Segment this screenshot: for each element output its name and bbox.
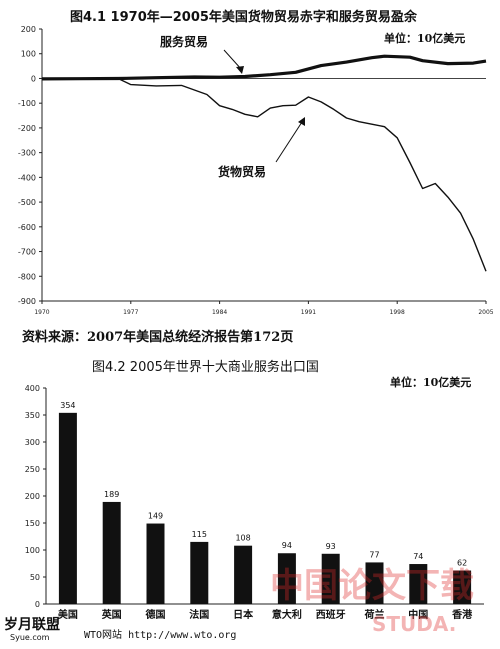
bar-data-label: 108 <box>235 534 250 543</box>
arrowhead-goods <box>298 117 305 126</box>
arrowhead-services <box>236 66 244 74</box>
series-line-goods <box>41 77 487 272</box>
y-tick-label: -700 <box>18 248 36 257</box>
series-line-services <box>41 54 487 81</box>
bar-5 <box>234 545 253 604</box>
bar-data-label: 74 <box>413 552 423 561</box>
chart1-source: 资料来源：2007年美国总统经济报告第172页 <box>22 330 294 345</box>
category-label: 西班牙 <box>316 608 346 621</box>
bar-data-label: 115 <box>192 530 207 539</box>
y-tick-label: 250 <box>25 465 40 474</box>
category-label: 美国 <box>58 608 78 621</box>
y-tick-label: -400 <box>18 173 36 182</box>
x-tick-label: 1984 <box>212 309 227 316</box>
y-tick-label: 50 <box>30 573 40 582</box>
y-tick-label: 100 <box>21 50 36 59</box>
x-tick-label: 1991 <box>301 309 316 316</box>
bar-9 <box>409 564 428 604</box>
watermark-site: STUDA. <box>372 612 457 636</box>
chart1-title: 图4.1 1970年—2005年美国货物贸易赤字和服务贸易盈余 <box>70 10 417 25</box>
bar-data-label: 354 <box>60 401 75 410</box>
bar-1 <box>58 412 77 604</box>
chart2-title: 图4.2 2005年世界十大商业服务出口国 <box>92 360 319 375</box>
watermark-cn-text: 中国论文下载 <box>270 566 474 606</box>
category-label: 荷兰 <box>364 608 385 621</box>
bar-10 <box>453 570 472 604</box>
bar-3 <box>146 523 165 604</box>
x-tick-label: 1998 <box>390 309 405 316</box>
y-tick-label: 300 <box>25 438 40 447</box>
y-tick-label: 100 <box>25 546 40 555</box>
y-tick-label: -900 <box>18 297 36 306</box>
watermark-brand-url: Syue.com <box>10 633 50 642</box>
watermark-brand: 岁月联盟 <box>4 617 60 633</box>
annotation-goods: 货物贸易 <box>218 164 266 179</box>
y-tick-label: 150 <box>25 519 40 528</box>
y-tick-label: 350 <box>25 411 40 420</box>
y-tick-label: -200 <box>18 124 36 133</box>
bar-4 <box>190 541 209 604</box>
y-tick-label: -100 <box>18 99 36 108</box>
annotation-arrow-goods <box>275 121 303 163</box>
x-tick-label: 2005 <box>478 309 493 316</box>
category-label: 香港 <box>452 608 473 621</box>
x-tick-label: 1970 <box>34 309 49 316</box>
chart2-source: WTO网站 http://www.wto.org <box>84 628 236 641</box>
category-label: 德国 <box>145 608 166 621</box>
y-tick-label: -500 <box>18 198 36 207</box>
y-tick-label: 400 <box>25 384 40 393</box>
y-tick-label: 200 <box>21 25 36 34</box>
x-tick-label: 1977 <box>123 309 138 316</box>
bar-7 <box>321 553 340 604</box>
bar-data-label: 189 <box>104 490 119 499</box>
category-label: 法国 <box>189 608 209 621</box>
category-label: 意大利 <box>272 608 302 621</box>
y-tick-label: -600 <box>18 223 36 232</box>
bar-2 <box>102 501 121 604</box>
bar-data-label: 77 <box>369 550 379 559</box>
y-tick-label: 0 <box>35 600 40 609</box>
trade-balance-line-chart: 200 100 0 -100 -200 -300 -400 -500 -600 -700 -800 -… <box>18 25 494 316</box>
bar-data-label: 149 <box>148 512 163 521</box>
category-label: 中国 <box>408 608 428 621</box>
bar-data-label: 94 <box>282 541 292 550</box>
services-export-bar-chart: 0 50 100 150 200 250 300 350 400 354 美国 189 英国 149 德国 1… <box>25 375 484 641</box>
annotation-services: 服务贸易 <box>160 34 208 49</box>
unit-label: 单位：10亿美元 <box>384 31 465 45</box>
y-tick-label: -800 <box>18 272 36 281</box>
category-label: 英国 <box>101 608 122 621</box>
unit-label: 单位：10亿美元 <box>390 375 471 389</box>
bar-8 <box>365 562 384 604</box>
bar-data-label: 93 <box>326 542 336 551</box>
y-tick-label: 200 <box>25 492 40 501</box>
bar-6 <box>277 553 296 604</box>
bar-data-label: 62 <box>457 559 467 568</box>
y-tick-label: 0 <box>31 74 36 83</box>
y-tick-label: -300 <box>18 149 36 158</box>
category-label: 日本 <box>233 608 254 621</box>
